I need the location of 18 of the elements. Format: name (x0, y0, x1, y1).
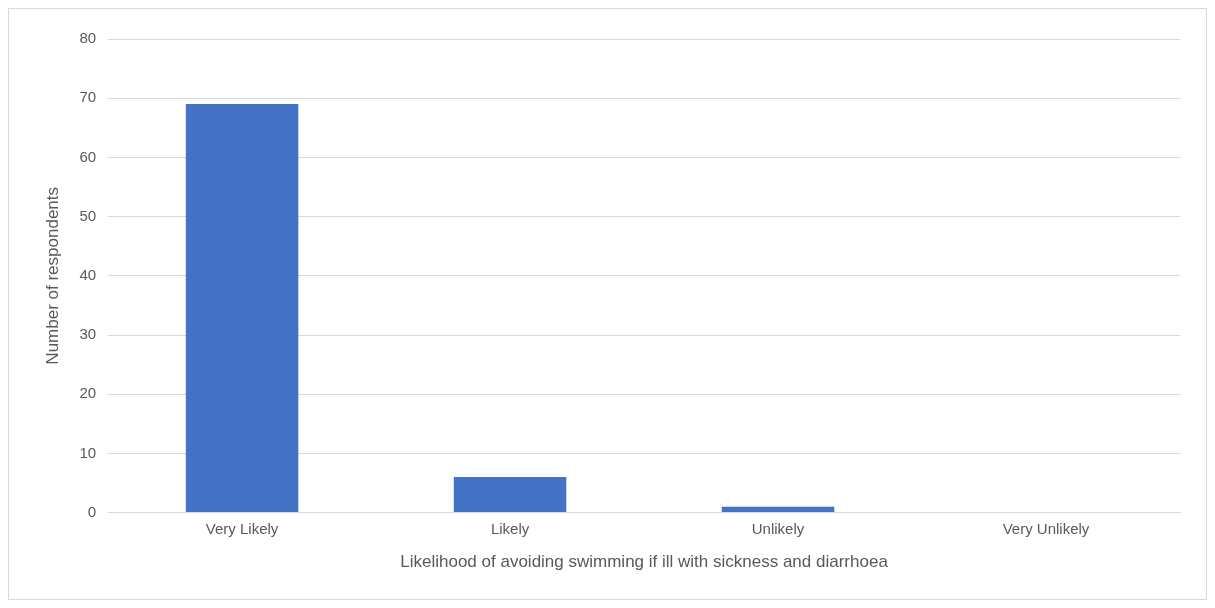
bar (185, 104, 299, 513)
y-tick-label: 20 (79, 384, 97, 402)
y-tick-label: 60 (79, 147, 97, 165)
x-tick-label: Very Unlikely (1002, 519, 1090, 537)
y-tick-label: 80 (79, 29, 97, 47)
y-tick-label: 50 (79, 206, 97, 224)
x-tick-label: Unlikely (751, 519, 805, 537)
x-tick-label: Very Likely (205, 519, 279, 537)
y-tick-label: 40 (79, 265, 97, 283)
y-tick-label: 30 (79, 325, 97, 343)
x-tick-label: Likely (490, 519, 530, 537)
y-axis-title: Number of respondents (42, 186, 62, 365)
bar (453, 477, 567, 513)
y-tick-label: 70 (79, 88, 97, 106)
y-tick-label: 0 (87, 502, 97, 520)
bar (721, 506, 835, 513)
x-axis-title: Likelihood of avoiding swimming if ill with sickness and diarrhoea (400, 552, 889, 572)
y-tick-label: 10 (79, 443, 97, 461)
